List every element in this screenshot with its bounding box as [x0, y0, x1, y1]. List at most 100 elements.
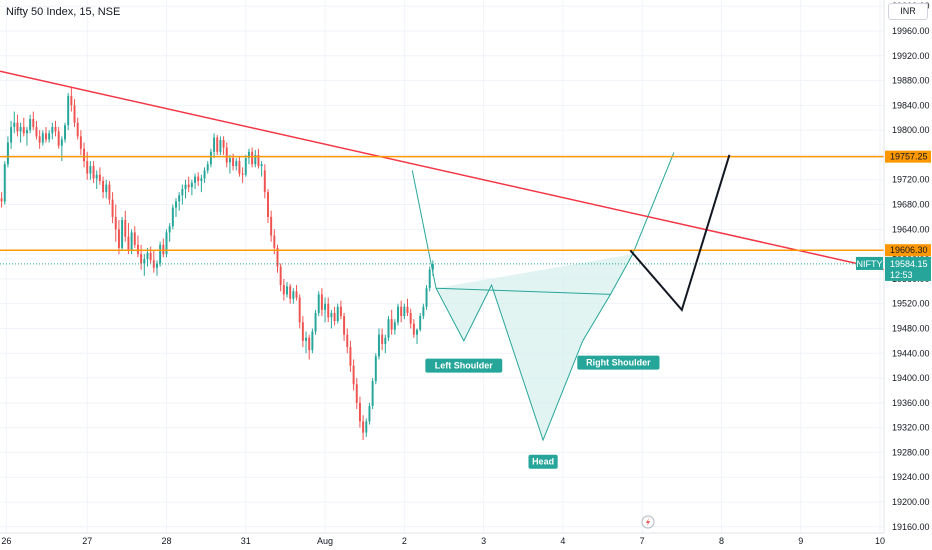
- candle-body: [374, 356, 377, 382]
- price-tick-label: 19920.00: [892, 51, 930, 61]
- candle-body: [371, 381, 374, 406]
- candle-body: [244, 158, 247, 175]
- candle-body: [133, 232, 136, 245]
- candle-body: [35, 127, 38, 137]
- candle-body: [121, 220, 124, 248]
- candle: [276, 244, 279, 273]
- price-tick-label: 19240.00: [892, 472, 930, 482]
- candle: [168, 223, 171, 242]
- candle: [133, 226, 136, 248]
- candle: [76, 117, 79, 140]
- candle: [422, 303, 425, 320]
- candle: [92, 161, 95, 183]
- pattern-label: Right Shoulder: [586, 358, 651, 368]
- lightning-icon-glyph: [646, 518, 650, 526]
- candle: [317, 291, 320, 317]
- candle-body: [222, 140, 225, 148]
- candle: [343, 312, 346, 341]
- candle-body: [86, 161, 89, 174]
- candle-body: [228, 158, 231, 163]
- candle-body: [216, 137, 219, 152]
- candle-body: [219, 140, 222, 152]
- lightning-icon[interactable]: [641, 515, 655, 529]
- candle: [308, 334, 311, 360]
- price-tick-label: 19840.00: [892, 100, 930, 110]
- candle: [330, 309, 333, 329]
- candle-body: [419, 316, 422, 330]
- time-tick-label: 27: [82, 536, 92, 546]
- candle-body: [79, 136, 82, 149]
- candle: [181, 184, 184, 205]
- level-price-label: 19606.30: [890, 245, 928, 255]
- candle-body: [273, 235, 276, 248]
- candle: [241, 167, 244, 183]
- candle: [270, 210, 273, 242]
- candle-body: [13, 122, 16, 128]
- candle-body: [181, 189, 184, 196]
- candle: [257, 148, 260, 169]
- symbol-tag-bg: [856, 256, 883, 270]
- candle-body: [324, 303, 327, 310]
- candle-body: [298, 297, 301, 323]
- candle: [54, 120, 57, 137]
- candle: [228, 154, 231, 174]
- candle: [381, 328, 384, 351]
- candle: [95, 170, 98, 190]
- candle: [419, 312, 422, 332]
- candle: [67, 92, 70, 131]
- candle: [79, 130, 82, 155]
- time-axis[interactable]: 26 27 28 31 Aug 2 3 4 7 8 9 10: [0, 532, 885, 546]
- candle: [124, 210, 127, 242]
- level-price-badge: [885, 150, 931, 163]
- candle: [282, 278, 285, 301]
- candle-body: [282, 285, 285, 295]
- price-tick-label: 19680.00: [892, 200, 930, 210]
- candle: [346, 328, 349, 354]
- candle-body: [247, 151, 250, 159]
- currency-button[interactable]: INR: [888, 3, 928, 20]
- candle: [190, 179, 193, 196]
- candle-body: [257, 154, 260, 167]
- candle-body: [362, 421, 365, 433]
- candle: [387, 316, 390, 341]
- candle-body: [19, 127, 22, 132]
- candle-body: [349, 347, 352, 366]
- countdown-label: 12:53: [890, 270, 913, 280]
- time-tick-label: 10: [875, 536, 885, 546]
- drawn-lines: [0, 70, 885, 312]
- candle: [19, 122, 22, 143]
- candle: [289, 283, 292, 304]
- candle-body: [124, 220, 127, 237]
- candle-body: [346, 334, 349, 348]
- candle: [155, 260, 158, 276]
- candle-body: [175, 201, 177, 208]
- symbol-tag: NIFTY: [857, 259, 883, 269]
- candle-body: [60, 139, 63, 146]
- candle: [70, 86, 73, 112]
- projection-path: [629, 154, 731, 312]
- candle: [149, 246, 152, 264]
- candle: [136, 235, 139, 258]
- candle: [295, 285, 298, 301]
- candle-body: [416, 329, 419, 335]
- candle-body: [92, 166, 95, 179]
- candle-body: [70, 96, 73, 106]
- candle-body: [425, 288, 428, 307]
- candle-body: [149, 252, 152, 261]
- candle: [263, 164, 266, 199]
- candle-body: [412, 323, 415, 335]
- price-tick-label: 19640.00: [892, 224, 930, 234]
- candle: [425, 285, 428, 310]
- candle: [73, 99, 76, 128]
- candle-body: [238, 161, 241, 174]
- candle: [400, 300, 403, 323]
- candle: [219, 136, 222, 155]
- candle-body: [159, 244, 162, 264]
- candle-body: [339, 306, 342, 317]
- candle: [194, 173, 197, 190]
- candle-body: [431, 264, 434, 270]
- candle-body: [32, 118, 35, 128]
- candle-body: [251, 151, 254, 165]
- candle: [416, 328, 419, 344]
